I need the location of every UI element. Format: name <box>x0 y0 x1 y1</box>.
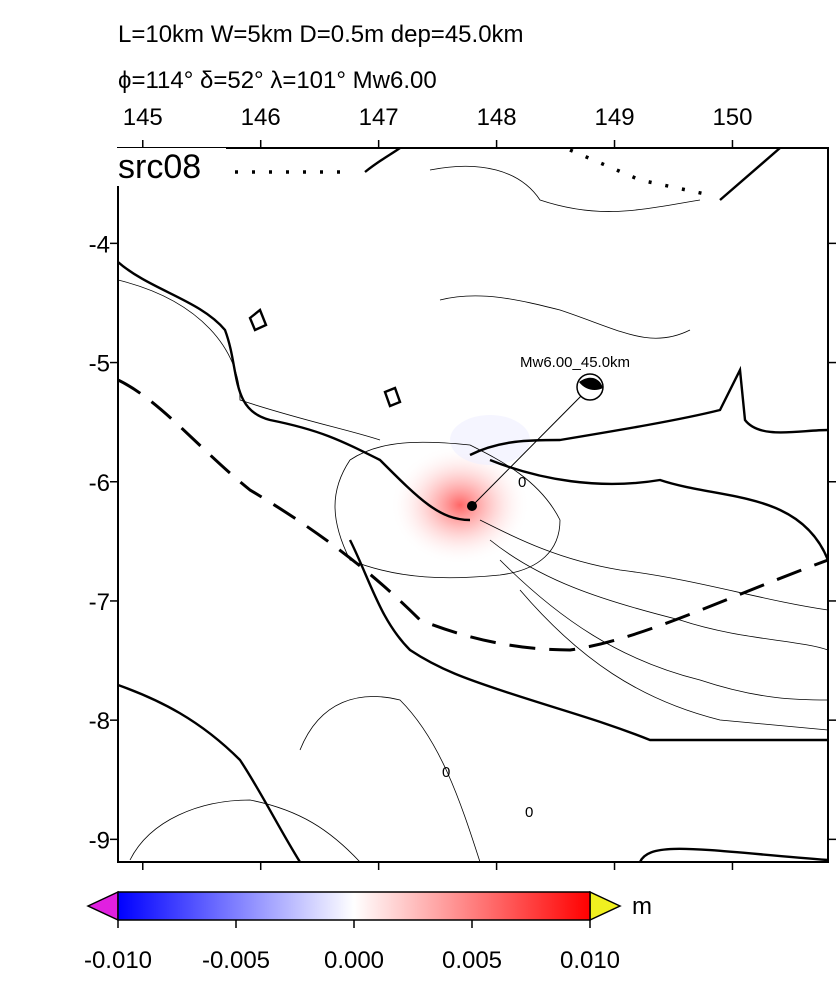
contour-label: 0 <box>525 804 533 821</box>
contour <box>479 519 828 731</box>
epicenter-link <box>471 386 591 507</box>
trench <box>118 378 828 652</box>
colorbar <box>117 891 591 921</box>
colorbar-tick-label: -0.005 <box>202 947 270 974</box>
colorbar-tick-label: -0.010 <box>84 947 152 974</box>
mechanism-compressional <box>579 377 603 390</box>
x-tick-label: 148 <box>477 104 517 131</box>
colorbar-tick-label: 0.005 <box>442 947 502 974</box>
coastline <box>364 148 401 173</box>
coastline <box>118 261 471 522</box>
contour-label: 0 <box>442 764 450 781</box>
map-frame <box>117 147 829 863</box>
x-tick-label: 146 <box>241 104 281 131</box>
coastline <box>638 847 828 862</box>
source-label: src08 <box>118 148 201 186</box>
x-tick-label: 150 <box>712 104 752 131</box>
y-tick-label: -8 <box>89 708 110 735</box>
subsidence <box>450 415 530 465</box>
x-tick-label: 147 <box>359 104 399 131</box>
colorbar-underflow <box>86 890 119 922</box>
event-label: Mw6.00_45.0km <box>520 354 630 371</box>
coastline <box>719 148 781 201</box>
boundary <box>235 148 711 197</box>
y-tick-label: -6 <box>89 470 110 497</box>
y-tick-label: -7 <box>89 589 110 616</box>
island <box>248 308 402 408</box>
colorbar-unit: m <box>632 893 652 920</box>
contour <box>129 696 481 862</box>
title-line-1: L=10km W=5km D=0.5m dep=45.0km <box>118 21 524 48</box>
coastline <box>489 458 828 561</box>
x-tick-label: 145 <box>123 104 163 131</box>
label-background <box>114 148 226 186</box>
colorbar-overflow <box>589 890 622 922</box>
y-tick-label: -9 <box>89 827 110 854</box>
title-line-2: ϕ=114° δ=52° λ=101° Mw6.00 <box>118 67 437 94</box>
colorbar-tick-label: 0.010 <box>560 947 620 974</box>
y-tick-label: -5 <box>89 351 110 378</box>
contour <box>429 165 701 339</box>
map-body: 0 0 0 Mw6.00_45.0km <box>118 148 828 862</box>
contour <box>118 279 561 579</box>
coastline <box>118 683 302 862</box>
epicenter <box>467 501 477 511</box>
coastline <box>469 365 828 457</box>
contour-label: 0 <box>518 474 526 491</box>
deformation <box>390 445 530 565</box>
coastline <box>348 539 828 742</box>
x-tick-label: 149 <box>595 104 635 131</box>
colorbar-tick-label: 0.000 <box>324 947 384 974</box>
y-tick-label: -4 <box>89 231 110 258</box>
